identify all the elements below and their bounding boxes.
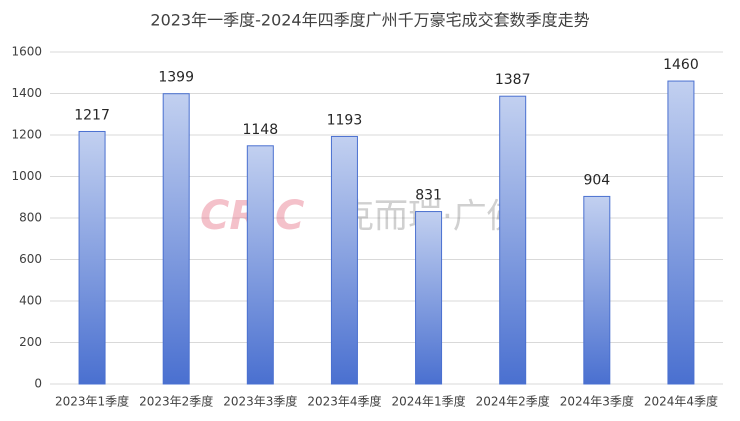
- y-tick-label: 800: [19, 211, 42, 225]
- x-tick-label: 2023年3季度: [223, 394, 297, 409]
- y-tick-label: 600: [19, 252, 42, 266]
- bar: [499, 95, 527, 385]
- y-tick-label: 400: [19, 294, 42, 308]
- data-label: 1387: [495, 72, 531, 88]
- data-label: 1399: [158, 70, 194, 86]
- bar: [246, 145, 274, 385]
- chart-title: 2023年一季度-2024年四季度广州千万豪宅成交套数季度走势: [150, 11, 589, 30]
- bar: [330, 135, 358, 385]
- bar: [162, 93, 190, 385]
- data-label: 1148: [242, 122, 278, 138]
- y-tick-label: 1200: [11, 128, 42, 142]
- x-tick-label: 2023年4季度: [307, 394, 381, 409]
- x-tick-label: 2024年3季度: [560, 394, 634, 409]
- y-tick-label: 200: [19, 335, 42, 349]
- x-tick-label: 2023年2季度: [139, 394, 213, 409]
- data-label: 904: [583, 172, 610, 188]
- x-tick-label: 2024年2季度: [476, 394, 550, 409]
- data-label: 831: [415, 188, 442, 204]
- bar: [583, 195, 611, 385]
- x-tick-label: 2023年1季度: [55, 394, 129, 409]
- x-tick-label: 2024年1季度: [391, 394, 465, 409]
- data-label: 1193: [327, 112, 363, 128]
- data-label: 1217: [74, 107, 110, 123]
- y-tick-label: 1600: [11, 45, 42, 59]
- y-tick-label: 0: [34, 377, 42, 391]
- data-label: 1460: [663, 57, 699, 73]
- bar: [78, 130, 106, 385]
- x-tick-label: 2024年4季度: [644, 394, 718, 409]
- bar: [667, 80, 695, 385]
- y-tick-label: 1400: [11, 86, 42, 100]
- bar: [415, 211, 443, 385]
- y-tick-label: 1000: [11, 169, 42, 183]
